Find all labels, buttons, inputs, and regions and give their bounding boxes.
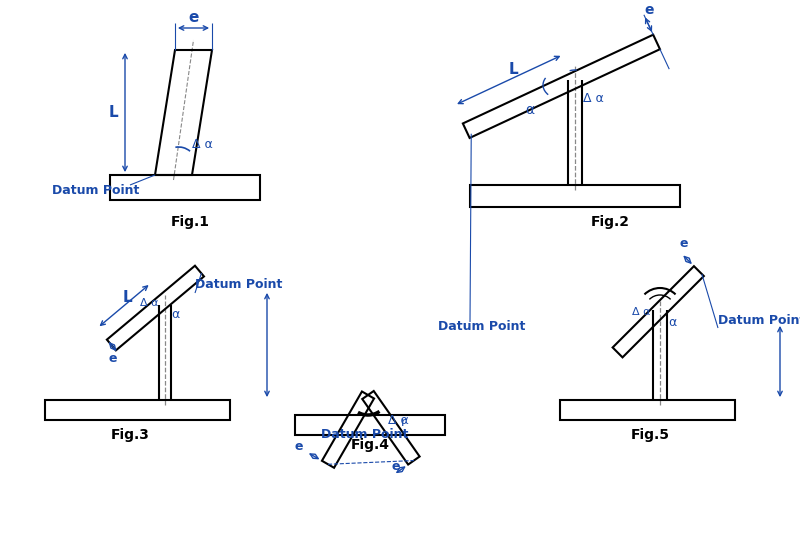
Text: e: e <box>108 352 117 365</box>
Text: Fig.4: Fig.4 <box>350 438 390 452</box>
Text: L: L <box>509 62 518 77</box>
Text: e: e <box>644 3 654 17</box>
Text: e: e <box>680 237 689 250</box>
Text: r: r <box>400 416 406 429</box>
Text: Δ α: Δ α <box>632 307 650 317</box>
Text: Datum Point: Datum Point <box>718 313 800 327</box>
Text: L: L <box>122 290 132 305</box>
Text: Datum Point: Datum Point <box>438 320 526 334</box>
Bar <box>560 400 735 420</box>
Text: Datum Point: Datum Point <box>322 429 409 441</box>
Bar <box>295 415 445 435</box>
Text: α: α <box>171 309 179 321</box>
Bar <box>45 400 230 420</box>
Text: e: e <box>188 11 198 26</box>
Text: L: L <box>108 105 118 120</box>
Bar <box>470 185 680 207</box>
Bar <box>110 175 260 200</box>
Text: α: α <box>526 103 534 117</box>
Text: α: α <box>668 316 676 328</box>
Text: Datum Point: Datum Point <box>52 183 139 197</box>
Text: Fig.3: Fig.3 <box>110 428 150 442</box>
Text: Datum Point: Datum Point <box>195 279 282 292</box>
Text: Fig.5: Fig.5 <box>630 428 670 442</box>
Text: Δ α: Δ α <box>583 92 604 104</box>
Text: Δ α: Δ α <box>140 298 158 308</box>
Text: e: e <box>294 440 302 453</box>
Text: Fig.1: Fig.1 <box>170 215 210 229</box>
Text: Fig.2: Fig.2 <box>590 215 630 229</box>
Text: Δ α: Δ α <box>388 414 409 426</box>
Text: Δ α: Δ α <box>191 139 212 151</box>
Text: e: e <box>391 461 400 473</box>
